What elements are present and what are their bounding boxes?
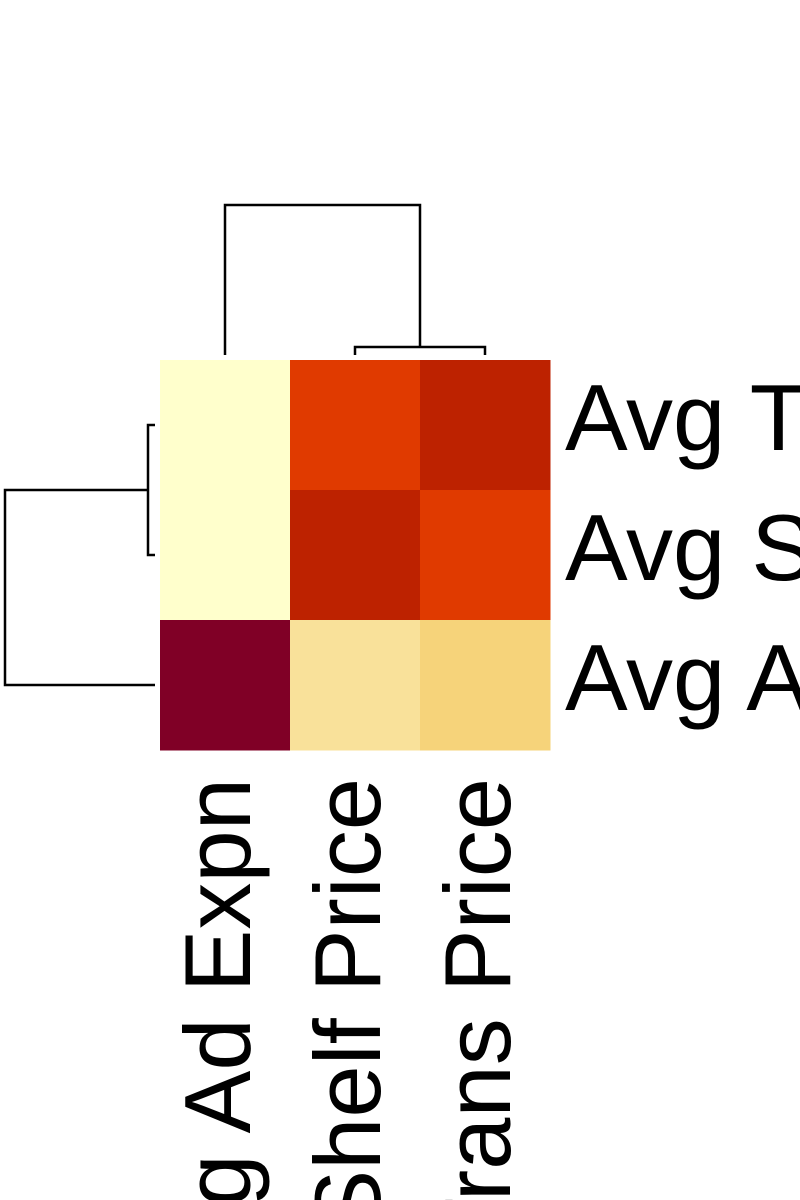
heatmap-cell [420,360,551,491]
heatmap-cell [160,360,291,491]
heatmap-cell [290,620,421,751]
heatmap-cell [290,490,421,621]
row-dendrogram [3,423,155,687]
heatmap-cell [290,360,421,491]
column-label: Avg Trans Price [425,778,530,1200]
heatmap-cell [160,620,291,751]
row-label: Avg Ad Expn [565,625,800,730]
row-label: Avg Shelf Price [565,495,800,600]
column-label: Avg Shelf Price [295,778,400,1200]
row-label: Avg Trans Price [565,365,800,470]
heatmap-cell [420,490,551,621]
column-dendrogram [223,203,487,355]
heatmap-cell [160,490,291,621]
heatmap-cell [420,620,551,751]
column-label: Avg Ad Expn [165,778,270,1200]
